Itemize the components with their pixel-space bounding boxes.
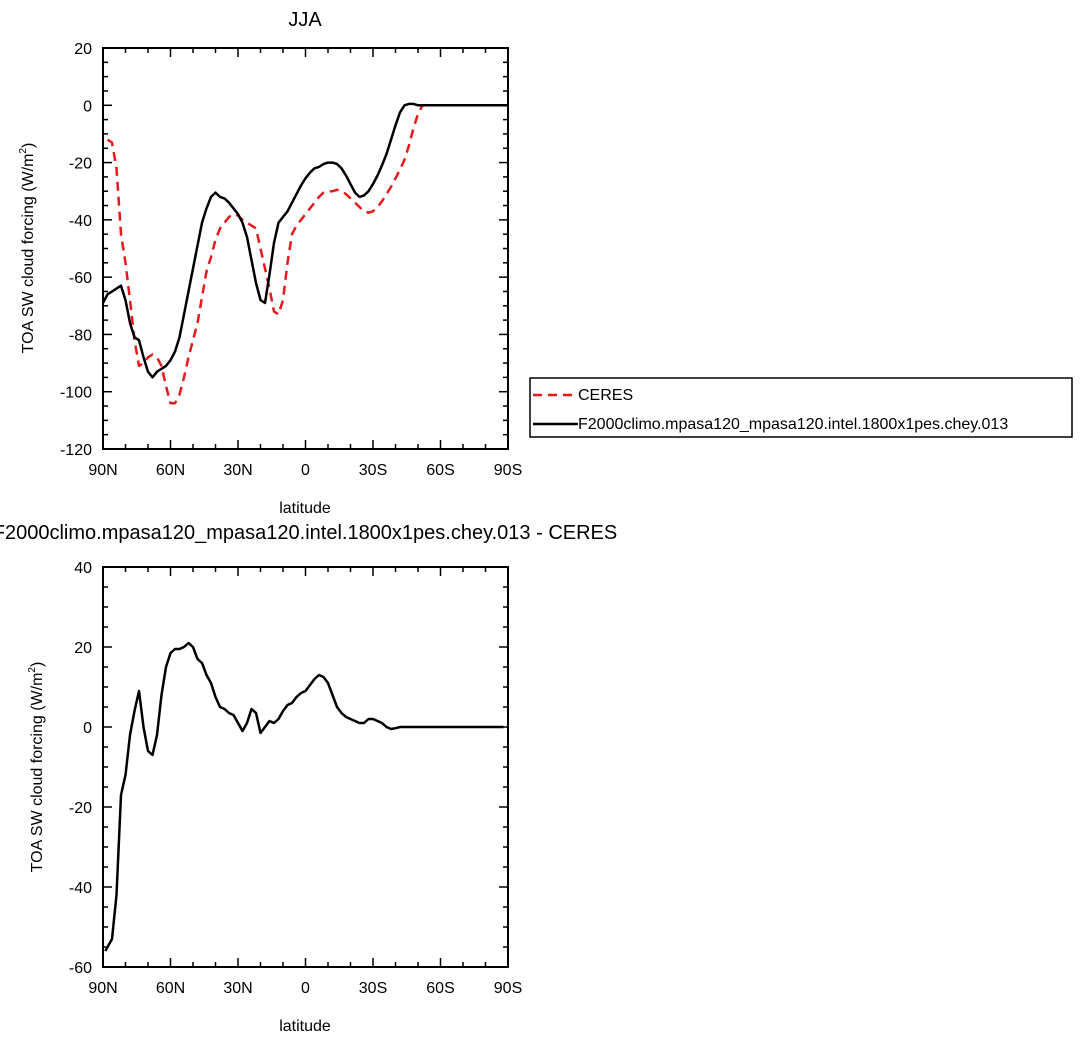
- top-series-lines: [101, 102, 508, 405]
- y-tick-label: -20: [69, 800, 92, 817]
- y-tick-label: -40: [69, 213, 92, 230]
- bottom-x-axis-label: latitude: [279, 1018, 331, 1035]
- x-tick-label: 60S: [426, 462, 454, 479]
- top-tick-marks: [102, 47, 509, 450]
- y-tick-label: 0: [83, 720, 92, 737]
- y-tick-label: -60: [69, 270, 92, 287]
- y-tick-label: -60: [69, 960, 92, 977]
- legend: CERES F2000climo.mpasa120_mpasa120.intel…: [529, 377, 1073, 438]
- y-tick-label: -120: [60, 442, 92, 459]
- x-tick-label: 30N: [223, 980, 252, 997]
- y-tick-label: -80: [69, 327, 92, 344]
- bottom-plot-frame: [102, 566, 509, 968]
- top-y-axis-label: TOA SW cloud forcing (W/m2): [18, 143, 37, 354]
- x-tick-label: 0: [301, 462, 310, 479]
- y-tick-label: -100: [60, 385, 92, 402]
- series-line-0-0: [106, 104, 504, 405]
- x-tick-label: 60N: [156, 462, 185, 479]
- bottom-y-tick-labels: 40 20 0 -20 -40 -60: [69, 560, 92, 977]
- top-x-axis-label: latitude: [279, 500, 331, 517]
- bottom-x-tick-labels: 90N 60N 30N 0 30S 60S 90S: [88, 980, 522, 997]
- top-y-tick-labels: 20 0 -20 -40 -60 -80 -100 -120: [60, 41, 92, 459]
- x-tick-label: 60S: [426, 980, 454, 997]
- top-chart-title: JJA: [288, 9, 322, 31]
- top-panel: JJA 20 0 -20 -40 -60 -80 -100 -120 90N 60N 30N 0 30…: [18, 9, 522, 517]
- x-tick-label: 0: [301, 980, 310, 997]
- x-tick-label: 90N: [88, 980, 117, 997]
- x-tick-label: 90N: [88, 462, 117, 479]
- bottom-series-lines: [104, 641, 504, 952]
- bottom-tick-marks: [102, 566, 509, 968]
- x-tick-label: 30S: [359, 462, 387, 479]
- bottom-y-axis-label: TOA SW cloud forcing (W/m2): [27, 662, 46, 873]
- top-plot-frame: [102, 47, 509, 450]
- x-tick-label: 30N: [223, 462, 252, 479]
- legend-box: [529, 377, 1073, 438]
- legend-label-ceres: CERES: [578, 387, 633, 404]
- series-line-1-0: [104, 641, 504, 952]
- x-tick-label: 30S: [359, 980, 387, 997]
- x-tick-label: 90S: [494, 980, 522, 997]
- legend-label-model: F2000climo.mpasa120_mpasa120.intel.1800x…: [578, 416, 1008, 433]
- top-x-tick-labels: 90N 60N 30N 0 30S 60S 90S: [88, 462, 522, 479]
- y-tick-label: -40: [69, 880, 92, 897]
- y-tick-label: 40: [74, 560, 92, 577]
- y-tick-label: 20: [74, 41, 92, 58]
- bottom-chart-title: F2000climo.mpasa120_mpasa120.intel.1800x…: [0, 522, 617, 544]
- x-tick-label: 60N: [156, 980, 185, 997]
- y-tick-label: -20: [69, 156, 92, 173]
- x-tick-label: 90S: [494, 462, 522, 479]
- series-line-0-1: [101, 102, 508, 379]
- bottom-panel: F2000climo.mpasa120_mpasa120.intel.1800x…: [0, 522, 617, 1035]
- y-tick-label: 0: [83, 98, 92, 115]
- y-tick-label: 20: [74, 640, 92, 657]
